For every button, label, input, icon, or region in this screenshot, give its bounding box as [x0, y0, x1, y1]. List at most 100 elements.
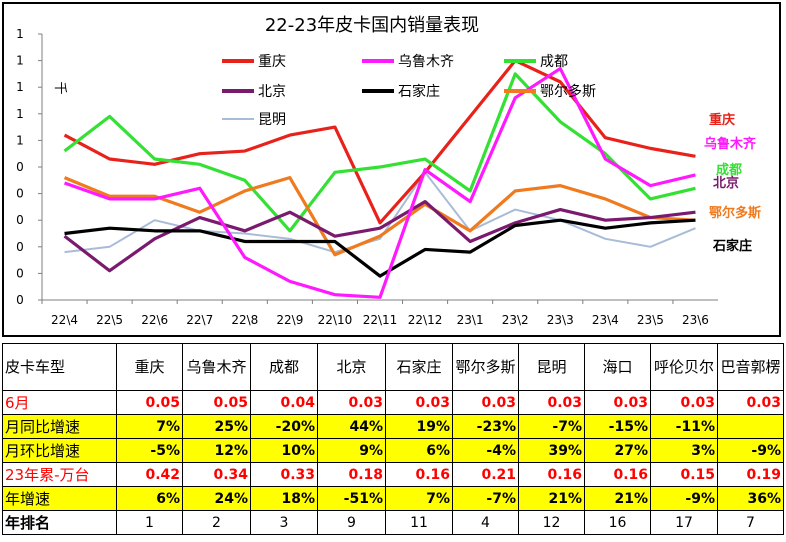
- table-cell: -51%: [317, 486, 386, 511]
- series-end-label: 重庆: [709, 112, 735, 128]
- x-tick-label: 22\12: [408, 313, 443, 327]
- table-header-cell: 海口: [584, 343, 651, 391]
- series-line-5: [64, 218, 696, 278]
- table-cell: 36%: [717, 486, 784, 511]
- y-tick-label: 0: [16, 240, 24, 254]
- x-tick-label: 22\5: [96, 313, 123, 327]
- series-line-3: [63, 72, 696, 233]
- series-end-label: 乌鲁木齐: [704, 136, 757, 152]
- row-label: 6月: [2, 390, 117, 415]
- table-cell: 0.34: [182, 462, 251, 487]
- x-tick-label: 23\5: [637, 313, 664, 327]
- legend-entry: 昆明: [258, 112, 286, 128]
- legend-entry: 乌鲁木齐: [398, 54, 454, 70]
- x-tick-label: 22\9: [276, 313, 303, 327]
- legend-entry: 北京: [258, 84, 286, 100]
- legend-entry: 石家庄: [398, 83, 440, 100]
- table-header-cell: 成都: [250, 343, 318, 391]
- row-label: 月同比增速: [2, 414, 117, 439]
- table-cell: -20%: [250, 414, 318, 439]
- table-cell: 10%: [250, 438, 318, 463]
- table-cell: -7%: [452, 486, 519, 511]
- table-cell: 18%: [250, 486, 318, 511]
- x-tick-label: 22\4: [51, 313, 78, 327]
- table-cell: -15%: [584, 414, 651, 439]
- table-cell: 0.03: [385, 390, 453, 415]
- table-cell: 16: [584, 510, 651, 535]
- x-tick-label: 22\7: [186, 313, 213, 327]
- table-cell: 0.18: [317, 462, 386, 487]
- table-cell: 6%: [116, 486, 183, 511]
- table-header-cell: 北京: [317, 343, 386, 391]
- y-tick-label: 1: [16, 80, 24, 94]
- table-header-cell: 皮卡车型: [2, 343, 117, 391]
- legend-entry: 鄂尔多斯: [540, 83, 596, 100]
- table-cell: 2: [182, 510, 251, 535]
- x-tick-label: 22\8: [231, 313, 258, 327]
- series-end-label: 成都: [716, 162, 742, 178]
- table-cell: 27%: [584, 438, 651, 463]
- table-cell: 7%: [385, 486, 453, 511]
- x-tick-label: 23\1: [457, 313, 484, 327]
- table-cell: -11%: [650, 414, 718, 439]
- table-cell: -9%: [717, 438, 784, 463]
- row-label: 年排名: [2, 510, 117, 535]
- row-label: 23年累-万台: [2, 462, 117, 487]
- table-cell: 44%: [317, 414, 386, 439]
- y-tick-label: 1: [16, 27, 24, 41]
- chart-area: 22-23年皮卡国内销量表现 千 1 1 1 1 1 0 0 0 0 0 0 22\4 22\5 22\…: [2, 2, 781, 337]
- x-tick-label: 23\6: [682, 313, 709, 327]
- row-label: 月环比增速: [2, 438, 117, 463]
- table-cell: -4%: [452, 438, 519, 463]
- y-tick-label: 1: [16, 133, 24, 147]
- sales-table: 皮卡车型 重庆 乌鲁木齐 成都 北京 石家庄 鄂尔多斯 昆明 海口 呼伦贝尔 巴音郭楞 6月 0.05 0…: [2, 343, 784, 535]
- table-cell: 12: [518, 510, 585, 535]
- table-cell: 0.03: [452, 390, 519, 415]
- table-cell: -5%: [116, 438, 183, 463]
- series-line-7: [64, 171, 696, 254]
- y-tick-label: 1: [16, 107, 24, 121]
- table-cell: 0.21: [452, 462, 519, 487]
- table-cell: 0.42: [116, 462, 183, 487]
- table-cell: 0.16: [518, 462, 585, 487]
- table-cell: 21%: [518, 486, 585, 511]
- table-cell: 25%: [182, 414, 251, 439]
- table-cell: 9%: [317, 438, 386, 463]
- series-line-6: [63, 176, 696, 257]
- y-tick-label: 0: [16, 213, 24, 227]
- chart-title: 22-23年皮卡国内销量表现: [265, 15, 479, 36]
- table-cell: [717, 414, 784, 439]
- table-cell: 0.05: [116, 390, 183, 415]
- table-cell: 0.16: [584, 462, 651, 487]
- x-tick-label: 22\10: [318, 313, 353, 327]
- line-chart: 22-23年皮卡国内销量表现 千 1 1 1 1 1 0 0 0 0 0 0 22\4 22\5 22\…: [16, 15, 761, 327]
- y-axis-unit-label: 千: [52, 81, 67, 94]
- y-tick-label: 0: [16, 293, 24, 307]
- table-cell: 19%: [385, 414, 453, 439]
- table-cell: 0.03: [650, 390, 718, 415]
- table-header-cell: 乌鲁木齐: [182, 343, 251, 391]
- table-cell: 7%: [116, 414, 183, 439]
- table-cell: 9: [317, 510, 386, 535]
- table-header-row: 皮卡车型 重庆 乌鲁木齐 成都 北京 石家庄 鄂尔多斯 昆明 海口 呼伦贝尔 巴音郭楞: [2, 343, 784, 391]
- table-header-cell: 石家庄: [385, 343, 453, 391]
- table-cell: 0.15: [650, 462, 718, 487]
- y-tick-label: 0: [16, 187, 24, 201]
- table-cell: 0.04: [250, 390, 318, 415]
- series-end-label: 石家庄: [712, 238, 752, 254]
- x-tick-label: 23\2: [502, 313, 529, 327]
- table-cell: 3: [250, 510, 318, 535]
- table-cell: 0.03: [717, 390, 784, 415]
- table-header-cell: 昆明: [518, 343, 585, 391]
- x-tick-label: 23\3: [547, 313, 574, 327]
- legend-entry: 成都: [540, 54, 568, 70]
- y-tick-label: 0: [16, 266, 24, 280]
- table-cell: 0.03: [317, 390, 386, 415]
- table-cell: 1: [116, 510, 183, 535]
- table-cell: 6%: [385, 438, 453, 463]
- table-cell: 4: [452, 510, 519, 535]
- table-cell: 7: [717, 510, 784, 535]
- table-cell: 0.03: [584, 390, 651, 415]
- table-cell: -23%: [452, 414, 519, 439]
- y-tick-label: 0: [16, 160, 24, 174]
